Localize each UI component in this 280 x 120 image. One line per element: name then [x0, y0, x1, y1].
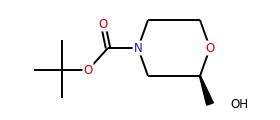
Text: OH: OH — [230, 97, 248, 111]
Text: O: O — [83, 63, 93, 77]
Text: N: N — [134, 42, 142, 54]
Polygon shape — [200, 76, 213, 105]
Text: O: O — [98, 18, 108, 30]
Text: O: O — [205, 42, 215, 54]
